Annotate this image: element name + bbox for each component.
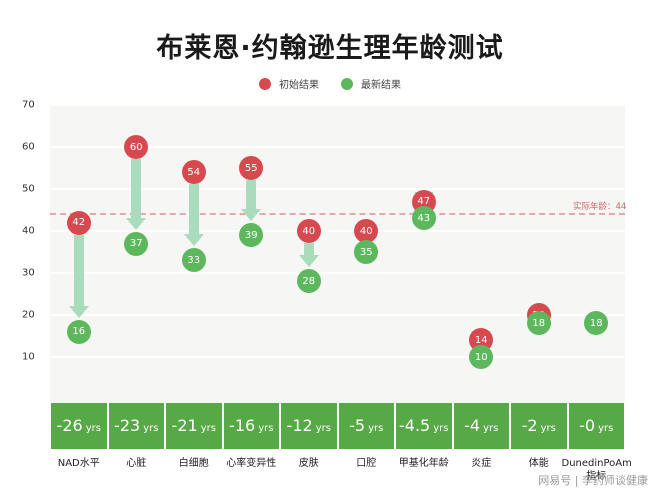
arrow-head-icon [68,305,89,318]
x-tick-label: 炎症 [471,458,492,469]
difference-unit: yrs [540,423,556,434]
difference-box: -26 yrs [51,403,107,449]
x-tick-label: 心率变异性 [226,458,277,469]
legend-label: 最新结果 [361,80,401,91]
latest-result-marker: 43 [411,206,436,231]
difference-value: -2 [521,416,538,435]
difference-value: -4 [464,416,481,435]
y-tick-label: 20 [22,309,35,321]
latest-result-marker: 16 [66,319,91,344]
difference-value: -23 [114,416,141,435]
latest-result-marker: 37 [124,231,149,256]
difference-unit: yrs [200,423,216,434]
x-tick-label: 体能 [528,458,549,469]
gridline [50,272,625,274]
gridline [50,104,625,106]
initial-result-marker: 42 [66,210,91,235]
initial-result-marker: 54 [181,160,206,185]
red-dot-icon [259,77,271,90]
difference-unit: yrs [368,423,384,434]
latest-result-marker: 35 [354,240,379,264]
difference-box: -23 yrs [108,403,164,449]
change-arrow [188,184,199,235]
difference-box: -12 yrs [281,403,337,449]
legend-item-latest: 最新结果 [341,76,401,91]
legend-item-initial: 初始结果 [259,76,319,91]
x-tick-label: 白细胞 [178,458,209,469]
x-tick-label: 口腔 [356,458,377,469]
difference-value: -5 [349,416,366,435]
difference-box: -16 yrs [223,403,279,449]
reference-label: 实际年龄：44 [573,202,627,213]
difference-value: -21 [171,416,198,435]
y-tick-label: 70 [22,99,35,111]
latest-result-marker: 33 [181,248,206,273]
latest-result-marker: 18 [526,311,551,336]
difference-box: -5 yrs [338,403,394,449]
y-tick-label: 50 [22,183,35,195]
difference-unit: yrs [315,423,331,434]
initial-result-marker: 40 [296,219,321,243]
arrow-head-icon [241,209,262,222]
difference-unit: yrs [483,423,499,434]
latest-result-marker: 28 [296,269,321,294]
difference-unit: yrs [143,423,159,434]
gridline [50,230,625,232]
difference-value: -16 [229,416,256,435]
arrow-head-icon [126,217,147,230]
difference-unit: yrs [85,423,101,434]
y-tick-label: 10 [22,351,35,363]
difference-unit: yrs [258,423,274,434]
y-tick-label: 60 [22,141,35,153]
difference-box: -4 yrs [453,403,509,449]
latest-result-marker: 39 [239,223,264,248]
legend: 初始结果 最新结果 [0,76,660,91]
initial-result-marker: 55 [239,156,264,180]
change-arrow [131,159,142,218]
latest-result-marker: 18 [584,311,609,336]
y-tick-label: 40 [22,225,35,237]
x-tick-label: 皮肤 [298,458,319,469]
gridline [50,146,625,148]
latest-result-marker: 10 [469,345,494,369]
difference-unit: yrs [433,423,449,434]
x-tick-label: DunedinPoAm 指标 [561,458,632,482]
arrow-head-icon [298,255,319,268]
legend-label: 初始结果 [279,80,319,91]
reference-line [50,213,625,216]
difference-value: -12 [286,416,313,435]
difference-box: -2 yrs [511,403,567,449]
green-dot-icon [341,77,353,90]
difference-unit: yrs [598,423,614,434]
chart-title: 布莱恩·约翰逊生理年龄测试 [156,33,504,64]
difference-value: -4.5 [399,416,431,435]
difference-box: -0 yrs [568,403,624,449]
gridline [50,188,625,190]
difference-box: -21 yrs [166,403,222,449]
difference-value: -26 [56,416,83,435]
x-tick-label: 心脏 [126,458,147,469]
arrow-head-icon [183,234,204,247]
plot-area [50,104,625,403]
gridline [50,314,625,316]
change-arrow [246,180,257,210]
difference-value: -0 [579,416,596,435]
initial-result-marker: 60 [124,135,149,159]
initial-result-marker: 40 [354,219,379,243]
change-arrow [73,234,84,306]
watermark: 网易号 | 李药师谈健康 [538,474,648,487]
x-tick-label: 甲基化年龄 [398,458,449,469]
change-arrow [303,243,314,256]
gridline [50,356,625,358]
difference-box: -4.5 yrs [396,403,452,449]
y-tick-label: 30 [22,267,35,279]
x-tick-label: NAD水平 [57,458,100,469]
